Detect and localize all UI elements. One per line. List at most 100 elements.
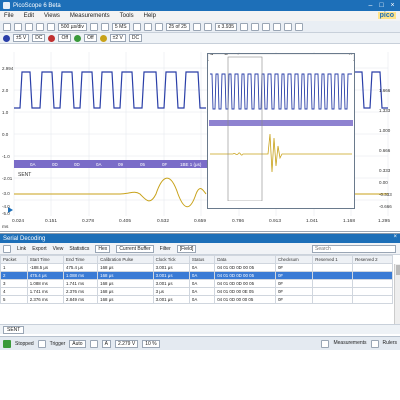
filter-button[interactable]: Filter bbox=[159, 245, 171, 252]
close-icon[interactable]: × bbox=[393, 234, 397, 240]
cell: 1.741 ms bbox=[63, 279, 99, 288]
table-scrollbar[interactable] bbox=[394, 264, 400, 334]
menu-file[interactable]: File bbox=[4, 13, 14, 19]
scope-view[interactable]: 0A 0D 0D 0A 09 05 0F 1BE 1 (μs) SENT 2.9… bbox=[0, 44, 400, 232]
trigger-icon[interactable] bbox=[37, 339, 46, 348]
column-header[interactable]: End Time bbox=[63, 255, 99, 264]
zoom-factor-field[interactable]: x 3.935 bbox=[214, 22, 238, 31]
next-capture-icon[interactable] bbox=[192, 22, 201, 31]
zoom-channel-a-trace bbox=[210, 73, 352, 110]
channel-b-state[interactable]: Off bbox=[58, 34, 72, 42]
chevron-right-icon[interactable] bbox=[89, 22, 98, 31]
column-header[interactable]: Clock Tick bbox=[152, 255, 190, 264]
column-header[interactable]: Calibration Pulse bbox=[97, 255, 154, 264]
decode-bar[interactable] bbox=[14, 160, 207, 168]
column-header[interactable]: Reserved 2 bbox=[352, 255, 393, 264]
view-button[interactable]: View bbox=[52, 245, 64, 252]
channel-a-coupling[interactable]: DC bbox=[32, 34, 46, 42]
export-button[interactable]: Export bbox=[32, 245, 47, 252]
column-header[interactable]: Checksum bbox=[274, 255, 314, 264]
measurements-icon[interactable] bbox=[321, 339, 330, 348]
column-header[interactable]: Data bbox=[214, 255, 276, 264]
cell: 04 01 0D 00 00 05 bbox=[214, 295, 276, 304]
table-row[interactable]: 1 -188.5 μs 475.4 μs 168 μs 3.001 μs 0A 04 01 … bbox=[0, 263, 393, 272]
menu-tools[interactable]: Tools bbox=[119, 13, 134, 19]
samples-select[interactable]: 5 MS bbox=[111, 22, 130, 31]
zoom-overview-window[interactable]: Zoom Overview × bbox=[207, 53, 355, 209]
xy-icon[interactable] bbox=[36, 22, 44, 31]
column-header[interactable]: Reserved 1 bbox=[312, 255, 354, 264]
chevron-left-icon[interactable] bbox=[100, 22, 109, 31]
scope-mode-icon[interactable] bbox=[3, 22, 11, 31]
cell bbox=[312, 287, 354, 296]
right-axis-label: -0.666 bbox=[379, 204, 392, 209]
field-select[interactable]: [Field] bbox=[176, 244, 197, 253]
link-button[interactable]: Link bbox=[17, 245, 27, 252]
left-axis-label: 0.0 bbox=[2, 132, 9, 137]
run-state-icon[interactable] bbox=[3, 339, 11, 348]
minimize-icon[interactable]: – bbox=[368, 2, 373, 9]
channel-d-icon[interactable] bbox=[99, 34, 107, 42]
spectrum-icon[interactable] bbox=[25, 22, 33, 31]
x-axis-label: 1.295 bbox=[378, 218, 390, 224]
table-row[interactable]: 4 1.741 ms 2.376 ms 168 μs 3 μs 0A 04 01 0D 00… bbox=[0, 287, 393, 296]
table-row[interactable]: 5 2.376 ms 2.849 ms 168 μs 3.001 μs 0A 04 01 0… bbox=[0, 295, 393, 304]
channel-d-coupling[interactable]: DC bbox=[128, 34, 143, 42]
column-header[interactable]: Status bbox=[188, 255, 216, 264]
channel-d-range[interactable]: ±2 V bbox=[109, 34, 126, 42]
search-input[interactable]: Search bbox=[312, 244, 396, 253]
previous-capture-icon[interactable] bbox=[154, 22, 163, 31]
pre-trigger-field[interactable]: 10 % bbox=[142, 339, 160, 348]
capture-counter[interactable]: 25 of 25 bbox=[165, 22, 190, 31]
rulers-icon[interactable] bbox=[370, 339, 379, 348]
first-capture-icon[interactable] bbox=[143, 22, 152, 31]
right-axis-label: 0.333 bbox=[379, 168, 391, 173]
trigger-channel-select[interactable]: A bbox=[101, 339, 111, 348]
timebase-select[interactable]: 500 µs/div bbox=[58, 22, 87, 31]
tab-sent[interactable]: SENT bbox=[3, 325, 25, 334]
zoom-out-icon[interactable] bbox=[273, 22, 282, 31]
app-icon bbox=[3, 2, 10, 9]
column-header[interactable]: Start Time bbox=[26, 255, 65, 264]
x-axis-label: 0.151 bbox=[45, 218, 57, 224]
pointer-icon[interactable] bbox=[240, 22, 249, 31]
trigger-level-field[interactable]: 2.279 V bbox=[114, 339, 139, 348]
cell: 3.001 μs bbox=[152, 279, 190, 288]
table-row[interactable]: 3 1.088 ms 1.741 ms 168 μs 3.001 μs 0A 04 01 0… bbox=[0, 279, 393, 288]
maximize-icon[interactable]: □ bbox=[379, 2, 384, 9]
menu-views[interactable]: Views bbox=[44, 13, 60, 19]
cell: 04 01 0D 0D 00 05 bbox=[214, 263, 276, 272]
hand-icon[interactable] bbox=[251, 22, 260, 31]
channel-c-state[interactable]: Off bbox=[84, 34, 97, 42]
zoom-overview-plot[interactable] bbox=[208, 54, 354, 201]
persistence-icon[interactable] bbox=[14, 22, 22, 31]
close-icon[interactable]: × bbox=[390, 2, 395, 9]
buffer-select[interactable]: Current Buffer bbox=[116, 244, 154, 253]
statistics-button[interactable]: Statistics bbox=[69, 245, 90, 252]
measurements-button[interactable]: Measurements bbox=[333, 339, 367, 346]
column-header[interactable]: Packet bbox=[0, 255, 28, 264]
menu-measurements[interactable]: Measurements bbox=[69, 13, 110, 19]
trigger-marker-icon bbox=[8, 207, 13, 213]
chevron-left-icon[interactable] bbox=[47, 22, 55, 31]
zoom-fit-icon[interactable] bbox=[284, 22, 293, 31]
rulers-button[interactable]: Rulers bbox=[382, 339, 397, 346]
rising-edge-icon[interactable] bbox=[89, 339, 98, 348]
menu-edit[interactable]: Edit bbox=[23, 13, 35, 19]
format-select[interactable]: Hex bbox=[95, 244, 111, 253]
channel-b-icon[interactable] bbox=[48, 34, 56, 42]
channel-a-range[interactable]: ±5 V bbox=[13, 34, 30, 42]
cell: -188.5 μs bbox=[26, 263, 65, 272]
table-row[interactable]: 2 475.4 μs 1.088 ms 168 μs 3.001 μs 0A 04 01 0… bbox=[0, 271, 393, 280]
zoom-in-icon[interactable] bbox=[262, 22, 271, 31]
zoom-region-icon[interactable] bbox=[295, 22, 304, 31]
gear-icon[interactable] bbox=[3, 244, 11, 253]
channel-c-icon[interactable] bbox=[74, 34, 82, 42]
channel-a-icon[interactable] bbox=[3, 34, 10, 42]
cell: 0F bbox=[274, 279, 314, 288]
cell: 3.001 μs bbox=[152, 295, 190, 304]
chevron-right-icon[interactable] bbox=[132, 22, 141, 31]
menu-help[interactable]: Help bbox=[143, 13, 156, 19]
last-capture-icon[interactable] bbox=[203, 22, 212, 31]
trigger-mode-select[interactable]: Auto bbox=[69, 339, 86, 348]
